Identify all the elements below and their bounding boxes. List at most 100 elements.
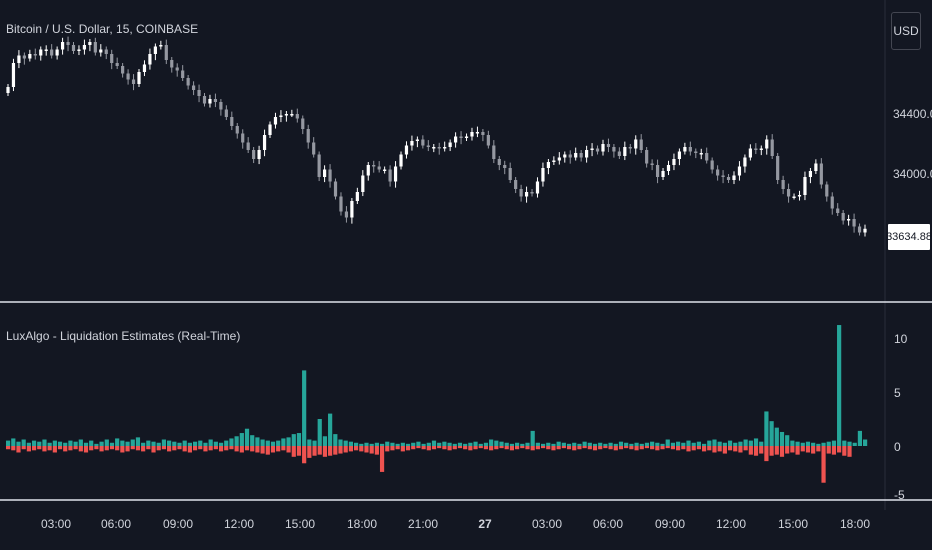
liquidation-bar-negative [68, 446, 73, 451]
candle-body [819, 163, 823, 185]
time-tick: 03:00 [531, 517, 563, 531]
liquidation-bar-positive [816, 443, 821, 446]
liquidation-bar-positive [322, 436, 328, 446]
liquidation-bar-negative [57, 446, 63, 450]
liquidation-bar-positive [442, 441, 447, 446]
candle-body [181, 70, 185, 78]
liquidation-bar-positive [47, 442, 52, 446]
candle-body [230, 117, 234, 126]
liquidation-bar-negative [156, 446, 161, 451]
liquidation-bar-positive [312, 440, 317, 446]
candle-body [148, 54, 152, 65]
liquidation-bar-positive [239, 433, 244, 446]
liquidation-bar-positive [811, 442, 816, 446]
liquidation-bar-positive [759, 441, 764, 446]
liquidation-bar-positive [551, 443, 556, 446]
liquidation-bar-positive [255, 437, 260, 446]
candle-body [241, 133, 245, 143]
liquidation-bar-positive [296, 433, 302, 446]
candle-body [541, 168, 545, 182]
liquidation-bar-positive [530, 430, 535, 446]
candle-body [557, 157, 561, 161]
liquidation-bar-negative [478, 446, 483, 449]
liquidation-bar-negative [515, 446, 520, 450]
candle-body [301, 118, 305, 129]
liquidation-bar-negative [660, 446, 665, 450]
liquidation-bar-negative [198, 446, 203, 450]
liquidation-bars [6, 325, 868, 483]
liquidation-bar-negative [73, 446, 78, 450]
liquidation-bar-positive [390, 442, 395, 446]
liquidation-bar-positive [218, 442, 224, 446]
liquidation-bar-positive [338, 439, 343, 446]
liquidation-bar-negative [208, 446, 213, 451]
candle-body [404, 145, 409, 155]
liquidation-bar-positive [857, 430, 863, 446]
candle-body [115, 63, 119, 66]
liquidation-bar-positive [73, 441, 78, 446]
liquidation-bar-negative [395, 446, 400, 450]
time-tick: 15:00 [777, 517, 809, 531]
liquidation-bar-negative [483, 446, 489, 450]
candle-body [514, 180, 518, 189]
liquidation-bar-positive [6, 440, 11, 446]
liquidation-bar-positive [608, 442, 613, 446]
liquidation-bar-negative [624, 446, 629, 449]
liquidation-bar-positive [146, 440, 151, 446]
candle-body [694, 151, 698, 153]
liquidation-bar-negative [592, 446, 598, 451]
candle-body [552, 160, 556, 162]
liquidation-bar-negative [842, 446, 847, 456]
liquidation-bar-positive [691, 442, 696, 446]
liquidation-bar-negative [468, 446, 473, 451]
liquidation-bar-positive [369, 443, 374, 446]
candle-body [732, 175, 736, 180]
liquidation-bar-negative [525, 446, 530, 450]
candle-body [590, 148, 594, 150]
candle-body [273, 117, 278, 125]
liquidation-bar-positive [566, 443, 572, 446]
liquidation-bar-positive [520, 443, 525, 446]
liquidation-bar-negative [203, 446, 208, 452]
candle-body [524, 192, 529, 197]
candle-body [617, 151, 621, 156]
liquidation-bar-positive [509, 443, 515, 446]
liquidation-bar-positive [203, 442, 208, 446]
candle-body [383, 169, 387, 171]
candle-body [705, 153, 709, 161]
liquidation-bar-positive [660, 443, 665, 446]
candle-body [574, 153, 578, 158]
liquidation-bar-negative [686, 446, 691, 452]
candle-body [339, 196, 343, 212]
liquidation-bar-negative [753, 446, 759, 456]
symbol-title[interactable]: Bitcoin / U.S. Dollar, 15, COINBASE [6, 22, 199, 36]
liquidation-bar-positive [260, 439, 265, 446]
liquidation-bar-positive [99, 441, 104, 446]
liquidation-bar-positive [182, 440, 187, 446]
liquidation-bar-negative [47, 446, 52, 451]
indicator-title[interactable]: LuxAlgo - Liquidation Estimates (Real-Ti… [6, 329, 241, 343]
liquidation-bar-positive [359, 443, 364, 446]
currency-unit-button[interactable]: USD [891, 12, 921, 50]
liquidation-bar-positive [727, 440, 733, 446]
liquidation-bar-negative [639, 446, 644, 450]
last-price-label: 33634.88 [886, 224, 932, 250]
liquidation-bar-positive [416, 441, 421, 446]
liquidation-bar-negative [826, 446, 831, 454]
liquidation-bar-positive [852, 442, 857, 446]
liquidation-bar-negative [831, 446, 837, 455]
liquidation-bar-negative [556, 446, 561, 450]
candle-body [634, 139, 638, 149]
liquidation-bar-negative [452, 446, 457, 450]
liquidation-bar-negative [738, 446, 743, 453]
candle-body [197, 90, 201, 96]
candle-body [726, 177, 731, 180]
candle-body [759, 148, 763, 150]
candle-body [71, 45, 76, 51]
candle-body [11, 63, 16, 87]
liquidation-bar-negative [540, 446, 546, 449]
liquidation-bar-negative [546, 446, 551, 450]
liquidation-bar-positive [317, 419, 322, 446]
liquidation-bar-negative [790, 446, 795, 453]
